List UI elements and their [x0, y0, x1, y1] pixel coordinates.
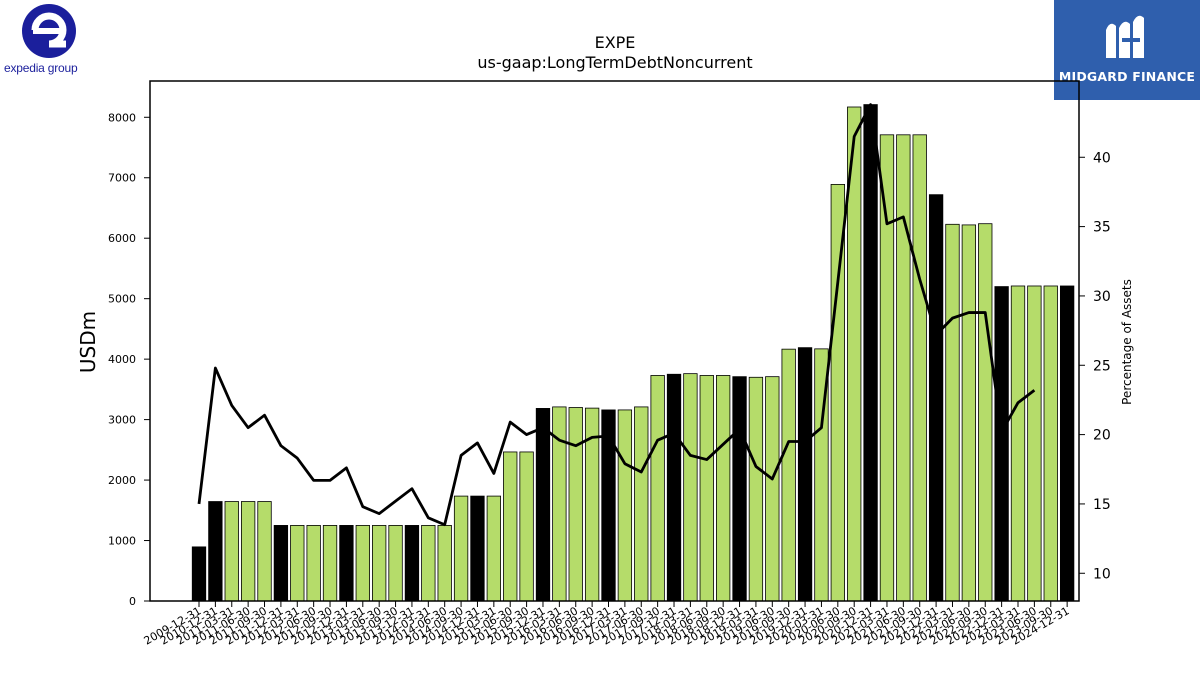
- bar: [240, 501, 256, 602]
- bar: [666, 373, 682, 602]
- bar: [568, 407, 583, 602]
- bar: [437, 525, 452, 602]
- y-tick-label: 0: [129, 595, 136, 608]
- bar: [765, 376, 780, 602]
- bar: [617, 409, 633, 602]
- bar: [863, 104, 878, 602]
- bar: [519, 451, 534, 602]
- expedia-e-icon: [22, 4, 76, 58]
- percentage-of-assets-line: [197, 103, 1036, 527]
- bar: [257, 501, 272, 602]
- y2-tick-label: 40: [1093, 150, 1111, 166]
- y2-tick-label: 30: [1093, 289, 1111, 305]
- bar: [978, 223, 993, 602]
- bar: [470, 495, 485, 602]
- y-tick-label: 5000: [108, 293, 136, 306]
- bar: [797, 347, 813, 602]
- chart-title: EXPE: [595, 33, 636, 52]
- bar: [699, 375, 714, 602]
- midgard-logo-text: MIDGARD FINANCE: [1058, 69, 1196, 84]
- bar: [732, 376, 747, 602]
- y-axis-label: USDm: [76, 311, 100, 373]
- y2-axis-label: Percentage of Assets: [1120, 279, 1134, 405]
- bar: [322, 525, 338, 602]
- bar: [208, 501, 223, 602]
- bar: [1043, 285, 1058, 602]
- bar: [994, 286, 1009, 602]
- bar: [683, 373, 698, 602]
- bar: [273, 525, 289, 602]
- bar: [650, 375, 665, 602]
- bar: [748, 376, 764, 602]
- bar: [355, 525, 370, 602]
- bar: [535, 408, 551, 602]
- bar: [1059, 285, 1075, 602]
- bar: [290, 525, 305, 602]
- y-tick-label: 8000: [108, 111, 136, 124]
- bar: [388, 525, 403, 602]
- bar: [945, 223, 960, 602]
- bar: [781, 348, 796, 602]
- bar: [879, 134, 895, 602]
- bar: [372, 525, 387, 602]
- bar: [928, 194, 944, 602]
- bar: [912, 134, 927, 602]
- bar: [404, 525, 420, 602]
- plot-frame: [149, 80, 1080, 602]
- bar: [306, 525, 321, 602]
- bar: [421, 525, 436, 602]
- y-tick-label: 4000: [108, 353, 136, 366]
- bar: [961, 224, 977, 602]
- bar: [896, 134, 911, 602]
- bar: [1027, 285, 1042, 602]
- bar: [453, 495, 469, 602]
- bar: [716, 375, 731, 602]
- y2-tick-label: 35: [1093, 220, 1111, 236]
- bar: [486, 495, 501, 602]
- y2-tick-label: 15: [1093, 497, 1111, 513]
- y-tick-label: 3000: [108, 414, 136, 427]
- expedia-group-logo: expedia group: [0, 0, 100, 80]
- y-tick-label: 1000: [108, 535, 136, 548]
- chart-subtitle: us-gaap:LongTermDebtNoncurrent: [477, 53, 752, 72]
- bar: [634, 406, 649, 602]
- expedia-logo-text: expedia group: [4, 61, 78, 75]
- y2-tick-label: 10: [1093, 566, 1111, 582]
- y-tick-label: 2000: [108, 474, 136, 487]
- midgard-m-icon: [1106, 15, 1144, 58]
- bar: [191, 546, 207, 602]
- bar: [224, 501, 239, 602]
- y2-tick-label: 20: [1093, 428, 1111, 444]
- bar: [503, 451, 518, 602]
- y-tick-label: 6000: [108, 232, 136, 245]
- bar: [1010, 285, 1026, 602]
- y2-tick-label: 25: [1093, 358, 1111, 374]
- y-tick-label: 7000: [108, 172, 136, 185]
- bar: [339, 525, 354, 602]
